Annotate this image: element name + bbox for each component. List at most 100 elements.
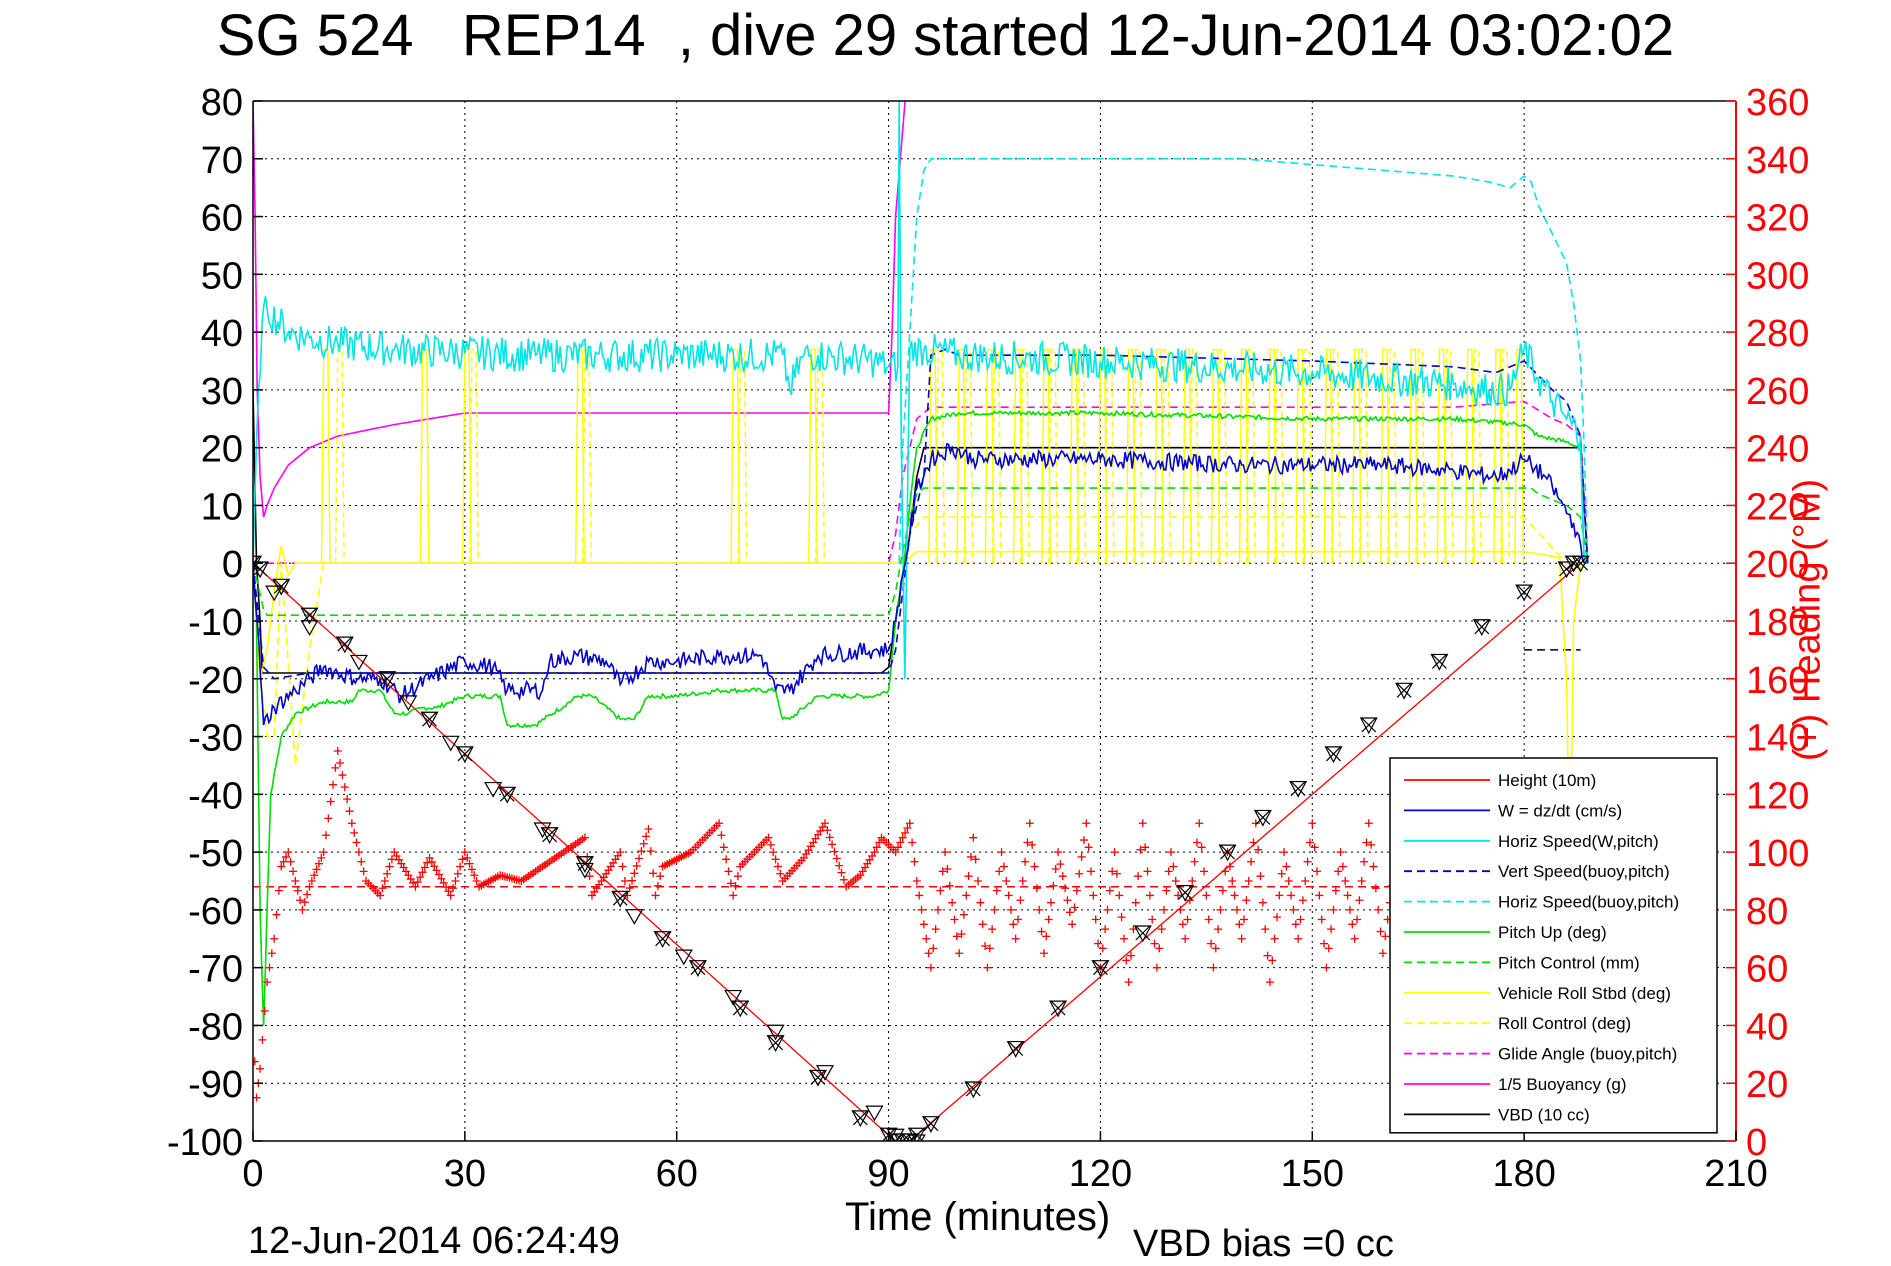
heading-marker [943,864,952,873]
heading-marker [1303,857,1312,866]
heading-marker [1301,877,1310,885]
series-line-pitch-control-mm- [253,487,1589,616]
legend-entry: Glide Angle (buoy,pitch) [1498,1045,1677,1064]
heading-marker [357,857,366,866]
legend-entry: Vehicle Roll Stbd (deg) [1498,984,1671,1003]
y-tick-label: -40 [188,775,243,817]
depth-marker-x [253,555,261,571]
heading-marker [1244,877,1253,885]
depth-marker-alt [399,695,418,712]
y-tick-label: 50 [201,255,243,297]
heading-marker [1056,860,1065,869]
heading-marker [1315,891,1324,900]
y-tick-label: 80 [201,82,243,124]
depth-marker [900,1133,919,1141]
heading-marker [1025,819,1034,828]
legend-entry: Height (10m) [1498,771,1596,790]
heading-marker [331,763,340,772]
roll-spike [1387,348,1398,564]
heading-marker [764,833,773,842]
heading-marker [1235,920,1244,929]
heading-marker [277,862,286,871]
heading-marker [896,838,905,847]
depth-marker-x [1361,717,1377,733]
y2-tick-label: 60 [1746,949,1788,991]
depth-marker [575,856,594,873]
depth-marker-x [1573,555,1589,571]
depth-marker-alt [815,1065,835,1081]
legend-entry: W = dz/dt (cm/s) [1498,801,1622,820]
heading-marker [1122,956,1131,965]
heading-marker [1178,920,1187,929]
y2-axis-label: (+) Heading (°M) [1786,478,1829,762]
heading-marker [905,819,914,828]
heading-marker [722,855,731,864]
heading-marker [992,886,1001,895]
y2-tick-label: 320 [1746,198,1809,240]
heading-marker [1230,891,1239,900]
heading-marker [766,840,775,849]
heading-marker [726,879,735,888]
heading-marker [1364,819,1373,828]
roll-spike [815,348,826,564]
heading-marker [830,847,839,856]
roll-spike [1189,348,1200,564]
heading-marker [719,843,728,852]
heading-marker [1381,932,1390,941]
heading-marker [1030,862,1039,871]
depth-marker [879,1127,898,1141]
depth-marker-x [1135,925,1151,941]
depth-marker-alt [575,862,594,879]
heading-marker [915,891,924,900]
depth-marker [378,671,397,689]
heading-marker [1002,877,1011,885]
y2-tick-label: 20 [1746,1064,1788,1106]
series-line-glide-angle-buoy-pitch- [253,400,1589,564]
y2-tick-label: 100 [1746,833,1809,875]
depth-marker [611,890,630,908]
heading-marker [1155,944,1164,953]
heading-marker [1079,836,1088,845]
depth-marker [1430,653,1449,671]
depth-marker [253,561,270,579]
heading-marker [1103,905,1112,914]
depth-marker-alt [265,585,284,602]
heading-marker [1282,862,1291,871]
series-line-w-dz-dt-cm-s- [253,443,1585,726]
heading-marker [875,838,884,847]
heading-marker [976,898,985,907]
heading-marker [387,855,396,864]
y-tick-label: 70 [201,140,243,182]
heading-marker [267,949,276,958]
heading-marker [1183,915,1192,924]
heading-marker [1063,896,1072,905]
heading-marker [1211,944,1220,953]
roll-spike [1415,348,1426,564]
footer-timestamp: 12-Jun-2014 06:24:49 [248,1220,620,1262]
heading-marker [773,862,782,871]
heading-marker [1263,951,1272,960]
depth-marker-x [690,960,706,976]
heading-marker [1072,886,1081,895]
heading-marker [1134,872,1143,881]
heading-marker [1023,838,1032,847]
heading-marker [326,797,335,806]
depth-marker-x [1255,810,1271,825]
series-line-horiz-speed-w-pitch- [253,101,1585,679]
heading-marker [776,869,785,878]
y2-tick-label: 360 [1746,82,1809,124]
heading-marker [903,824,912,833]
depth-marker-x [965,1081,981,1097]
roll-spike [737,348,748,564]
heading-marker [1336,848,1345,857]
roll-spike [1302,348,1313,564]
heading-marker [1341,877,1350,885]
heading-marker [1200,867,1208,876]
y-tick-label: 20 [201,429,243,471]
heading-marker [1331,886,1340,895]
heading-marker [1058,872,1067,881]
depth-marker-alt [674,949,693,966]
heading-marker [265,963,274,972]
roll-spike [1245,348,1256,564]
heading-marker [717,831,726,840]
